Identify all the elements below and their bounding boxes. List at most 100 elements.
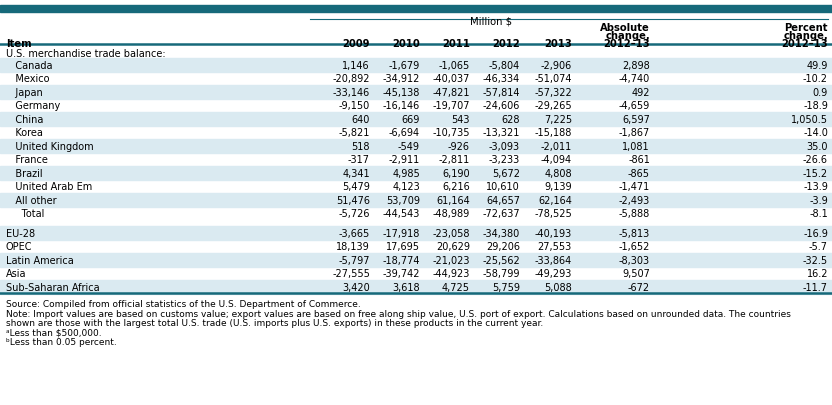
Text: ᵇLess than 0.05 percent.: ᵇLess than 0.05 percent. bbox=[6, 338, 116, 347]
Text: -317: -317 bbox=[348, 155, 370, 165]
Text: -5,821: -5,821 bbox=[339, 128, 370, 138]
Text: -48,989: -48,989 bbox=[433, 209, 470, 219]
Text: -18,774: -18,774 bbox=[383, 255, 420, 265]
Text: 6,190: 6,190 bbox=[443, 168, 470, 178]
Text: -5,813: -5,813 bbox=[619, 228, 650, 238]
Text: 5,759: 5,759 bbox=[492, 282, 520, 292]
Text: 64,657: 64,657 bbox=[486, 195, 520, 205]
Text: 3,618: 3,618 bbox=[393, 282, 420, 292]
Text: 27,553: 27,553 bbox=[537, 242, 572, 252]
Text: -33,864: -33,864 bbox=[535, 255, 572, 265]
Bar bbox=[0, 6, 832, 13]
Text: 61,164: 61,164 bbox=[436, 195, 470, 205]
Text: 17,695: 17,695 bbox=[386, 242, 420, 252]
Text: -57,322: -57,322 bbox=[534, 87, 572, 98]
Text: -23,058: -23,058 bbox=[433, 228, 470, 238]
Text: 492: 492 bbox=[631, 87, 650, 98]
Text: 4,725: 4,725 bbox=[442, 282, 470, 292]
Text: -58,799: -58,799 bbox=[483, 269, 520, 279]
Text: -72,637: -72,637 bbox=[483, 209, 520, 219]
Text: 4,808: 4,808 bbox=[544, 168, 572, 178]
Text: 62,164: 62,164 bbox=[538, 195, 572, 205]
Text: -34,912: -34,912 bbox=[383, 74, 420, 84]
Text: 18,139: 18,139 bbox=[336, 242, 370, 252]
Bar bbox=[0, 280, 832, 294]
Text: 2013: 2013 bbox=[544, 39, 572, 49]
Text: -49,293: -49,293 bbox=[535, 269, 572, 279]
Text: ᵃLess than $500,000.: ᵃLess than $500,000. bbox=[6, 328, 102, 337]
Text: 9,507: 9,507 bbox=[622, 269, 650, 279]
Text: Brazil: Brazil bbox=[6, 168, 42, 178]
Text: -13.9: -13.9 bbox=[803, 182, 828, 192]
Text: -5,797: -5,797 bbox=[339, 255, 370, 265]
Text: Japan: Japan bbox=[6, 87, 42, 98]
Bar bbox=[0, 86, 832, 99]
Text: -861: -861 bbox=[628, 155, 650, 165]
Text: -34,380: -34,380 bbox=[483, 228, 520, 238]
Text: -21,023: -21,023 bbox=[433, 255, 470, 265]
Bar bbox=[0, 226, 832, 240]
Text: 20,629: 20,629 bbox=[436, 242, 470, 252]
Text: Mexico: Mexico bbox=[6, 74, 49, 84]
Text: -16.9: -16.9 bbox=[803, 228, 828, 238]
Text: 2012–13: 2012–13 bbox=[781, 39, 828, 49]
Bar bbox=[0, 166, 832, 180]
Text: -45,138: -45,138 bbox=[383, 87, 420, 98]
Text: -33,146: -33,146 bbox=[333, 87, 370, 98]
Text: 29,206: 29,206 bbox=[486, 242, 520, 252]
Text: -46,334: -46,334 bbox=[483, 74, 520, 84]
Text: 49.9: 49.9 bbox=[807, 61, 828, 70]
Text: -57,814: -57,814 bbox=[483, 87, 520, 98]
Text: -3,665: -3,665 bbox=[339, 228, 370, 238]
Text: -39,742: -39,742 bbox=[383, 269, 420, 279]
Text: 6,216: 6,216 bbox=[443, 182, 470, 192]
Text: Million $: Million $ bbox=[470, 16, 512, 26]
Text: -5,804: -5,804 bbox=[488, 61, 520, 70]
Text: 5,672: 5,672 bbox=[492, 168, 520, 178]
Bar bbox=[0, 254, 832, 267]
Text: -8.1: -8.1 bbox=[810, 209, 828, 219]
Text: Sub-Saharan Africa: Sub-Saharan Africa bbox=[6, 282, 100, 292]
Text: -9,150: -9,150 bbox=[339, 101, 370, 111]
Text: EU-28: EU-28 bbox=[6, 228, 35, 238]
Bar bbox=[0, 113, 832, 126]
Text: -2,906: -2,906 bbox=[541, 61, 572, 70]
Text: 640: 640 bbox=[352, 115, 370, 124]
Text: OPEC: OPEC bbox=[6, 242, 32, 252]
Text: -1,652: -1,652 bbox=[619, 242, 650, 252]
Text: -15,188: -15,188 bbox=[535, 128, 572, 138]
Text: France: France bbox=[6, 155, 48, 165]
Text: -1,867: -1,867 bbox=[619, 128, 650, 138]
Text: 9,139: 9,139 bbox=[544, 182, 572, 192]
Text: -1,471: -1,471 bbox=[619, 182, 650, 192]
Text: 518: 518 bbox=[351, 141, 370, 151]
Text: Asia: Asia bbox=[6, 269, 27, 279]
Text: -51,074: -51,074 bbox=[534, 74, 572, 84]
Text: -5.7: -5.7 bbox=[809, 242, 828, 252]
Text: -2,011: -2,011 bbox=[541, 141, 572, 151]
Text: 10,610: 10,610 bbox=[486, 182, 520, 192]
Text: -10.2: -10.2 bbox=[803, 74, 828, 84]
Text: -8,303: -8,303 bbox=[619, 255, 650, 265]
Text: change,: change, bbox=[605, 31, 650, 41]
Text: -44,923: -44,923 bbox=[433, 269, 470, 279]
Text: -16,146: -16,146 bbox=[383, 101, 420, 111]
Text: 4,123: 4,123 bbox=[392, 182, 420, 192]
Text: 669: 669 bbox=[402, 115, 420, 124]
Text: -13,321: -13,321 bbox=[483, 128, 520, 138]
Text: 3,420: 3,420 bbox=[342, 282, 370, 292]
Text: -1,065: -1,065 bbox=[438, 61, 470, 70]
Text: -27,555: -27,555 bbox=[332, 269, 370, 279]
Text: -6,694: -6,694 bbox=[389, 128, 420, 138]
Text: Absolute: Absolute bbox=[600, 23, 650, 33]
Text: All other: All other bbox=[6, 195, 57, 205]
Text: -549: -549 bbox=[398, 141, 420, 151]
Text: -4,094: -4,094 bbox=[541, 155, 572, 165]
Text: 2011: 2011 bbox=[442, 39, 470, 49]
Text: -32.5: -32.5 bbox=[803, 255, 828, 265]
Text: 2009: 2009 bbox=[343, 39, 370, 49]
Text: United Kingdom: United Kingdom bbox=[6, 141, 94, 151]
Text: 543: 543 bbox=[452, 115, 470, 124]
Text: -17,918: -17,918 bbox=[383, 228, 420, 238]
Text: -926: -926 bbox=[448, 141, 470, 151]
